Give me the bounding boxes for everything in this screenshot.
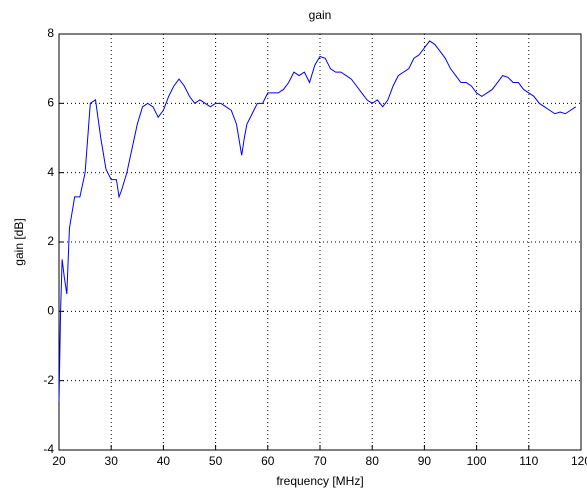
- x-tick-label: 70: [313, 454, 327, 468]
- x-tick-label: 80: [366, 454, 380, 468]
- x-tick-label: 90: [418, 454, 432, 468]
- x-tick-label: 100: [467, 454, 487, 468]
- y-tick-label: -4: [43, 442, 54, 456]
- y-axis-label: gain [dB]: [12, 218, 26, 265]
- data-line: [58, 40, 577, 402]
- x-tick-label: 20: [52, 454, 66, 468]
- x-tick-label: 120: [571, 454, 587, 468]
- x-tick-label: 50: [209, 454, 223, 468]
- x-tick-label: 30: [105, 454, 119, 468]
- y-tick-label: 4: [47, 165, 54, 179]
- x-tick-label: 60: [261, 454, 275, 468]
- y-tick-label: 0: [47, 304, 54, 318]
- y-tick-label: 2: [47, 234, 54, 248]
- chart-title: gain: [309, 8, 332, 22]
- y-tick-label: -2: [43, 373, 54, 387]
- x-tick-label: 110: [519, 454, 538, 468]
- y-tick-label: 6: [47, 96, 54, 110]
- x-tick-label: 40: [157, 454, 171, 468]
- y-tick-label: 8: [47, 26, 54, 40]
- x-axis-label: frequency [MHz]: [276, 474, 363, 488]
- axes-box: [58, 33, 582, 451]
